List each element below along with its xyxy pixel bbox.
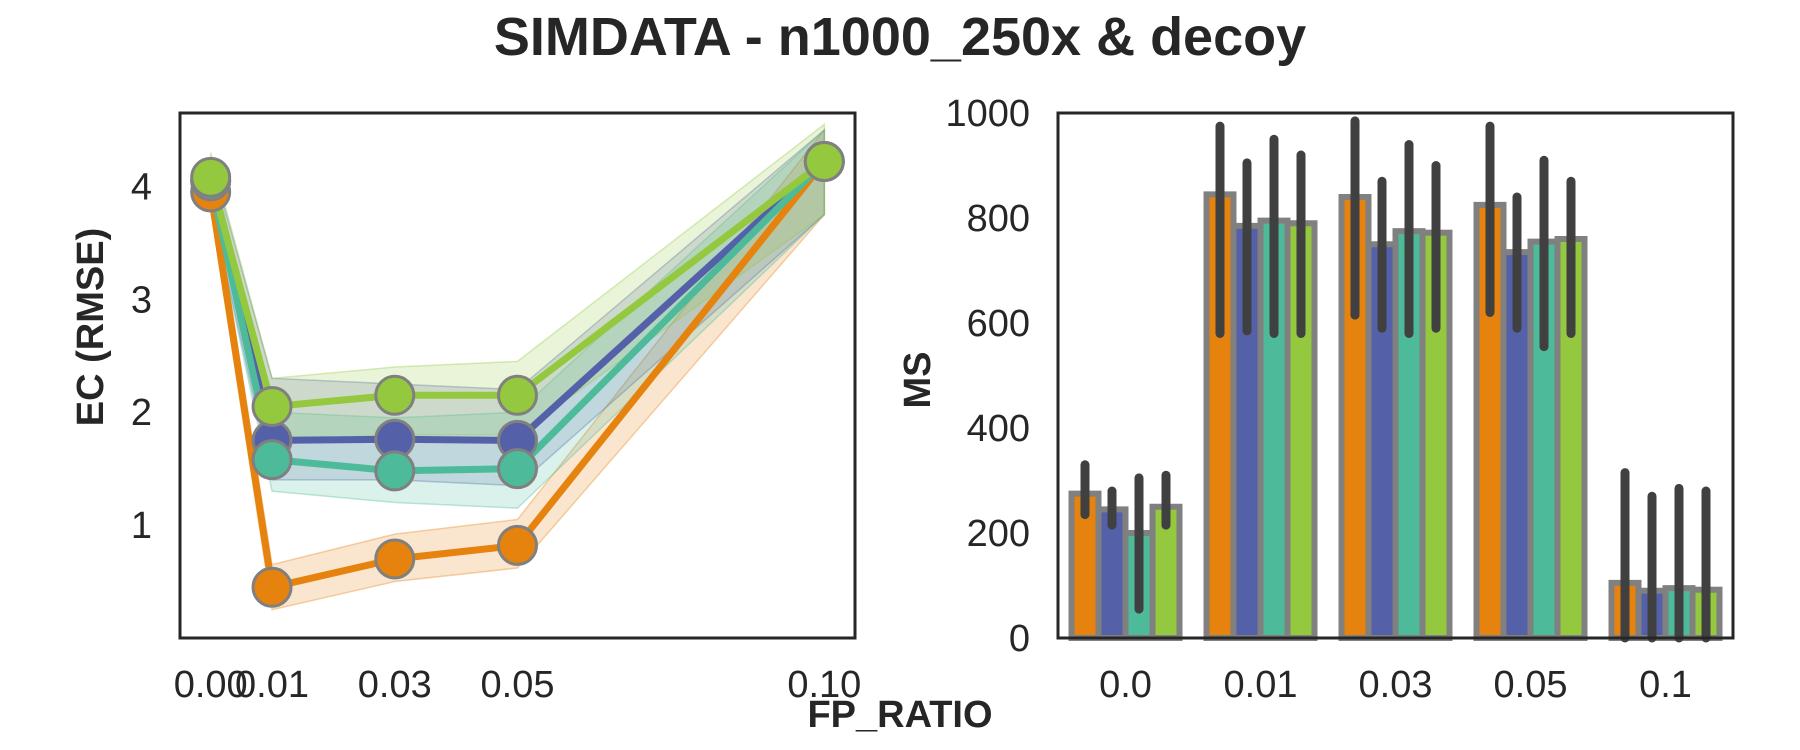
left-x-tick-label: 0.01 [235, 664, 309, 706]
right-y-tick-label: 1000 [945, 93, 1030, 135]
right-y-tick-label: 600 [967, 303, 1030, 345]
right-y-axis-label: MS [897, 352, 939, 409]
data-point-s0-3 [497, 524, 538, 566]
data-point-s3-3 [497, 374, 538, 416]
right-plot-frame [1056, 111, 1735, 640]
data-point-s3-0 [190, 156, 232, 198]
data-point-s2-1 [251, 439, 293, 481]
right-x-tick-label: 0.03 [1359, 664, 1433, 706]
data-point-s3-2 [374, 374, 416, 416]
data-point-s3-1 [251, 386, 293, 428]
left-y-tick-label: 1 [131, 505, 152, 547]
right-x-tick-label: 0.05 [1494, 664, 1568, 706]
chart-title: SIMDATA - n1000_250x & decoy [493, 7, 1307, 67]
left-y-tick-label: 3 [131, 279, 152, 321]
data-point-s3-4 [803, 141, 845, 183]
left-x-tick-label: 0.03 [358, 664, 432, 706]
left-y-tick-label: 2 [131, 392, 152, 434]
right-x-tick-label: 0.1 [1639, 664, 1692, 706]
left-plot-frame [178, 111, 857, 640]
right-x-tick-label: 0.01 [1224, 664, 1298, 706]
right-y-tick-label: 400 [967, 408, 1030, 450]
data-point-s0-2 [374, 538, 416, 580]
data-point-s0-1 [251, 566, 293, 608]
right-y-tick-label: 200 [967, 513, 1030, 555]
left-y-tick-label: 4 [131, 166, 152, 208]
left-x-tick-label: 0.00 [174, 664, 248, 706]
right-y-tick-label: 800 [967, 198, 1030, 240]
right-x-tick-label: 0.0 [1099, 664, 1152, 706]
x-axis-label: FP_RATIO [807, 694, 993, 736]
left-x-tick-label: 0.10 [787, 664, 861, 706]
right-y-tick-label: 0 [1009, 618, 1030, 660]
data-point-s2-2 [374, 450, 416, 492]
left-x-tick-label: 0.05 [481, 664, 555, 706]
data-point-s2-3 [497, 448, 538, 490]
left-y-axis-label: EC (RMSE) [70, 228, 112, 426]
